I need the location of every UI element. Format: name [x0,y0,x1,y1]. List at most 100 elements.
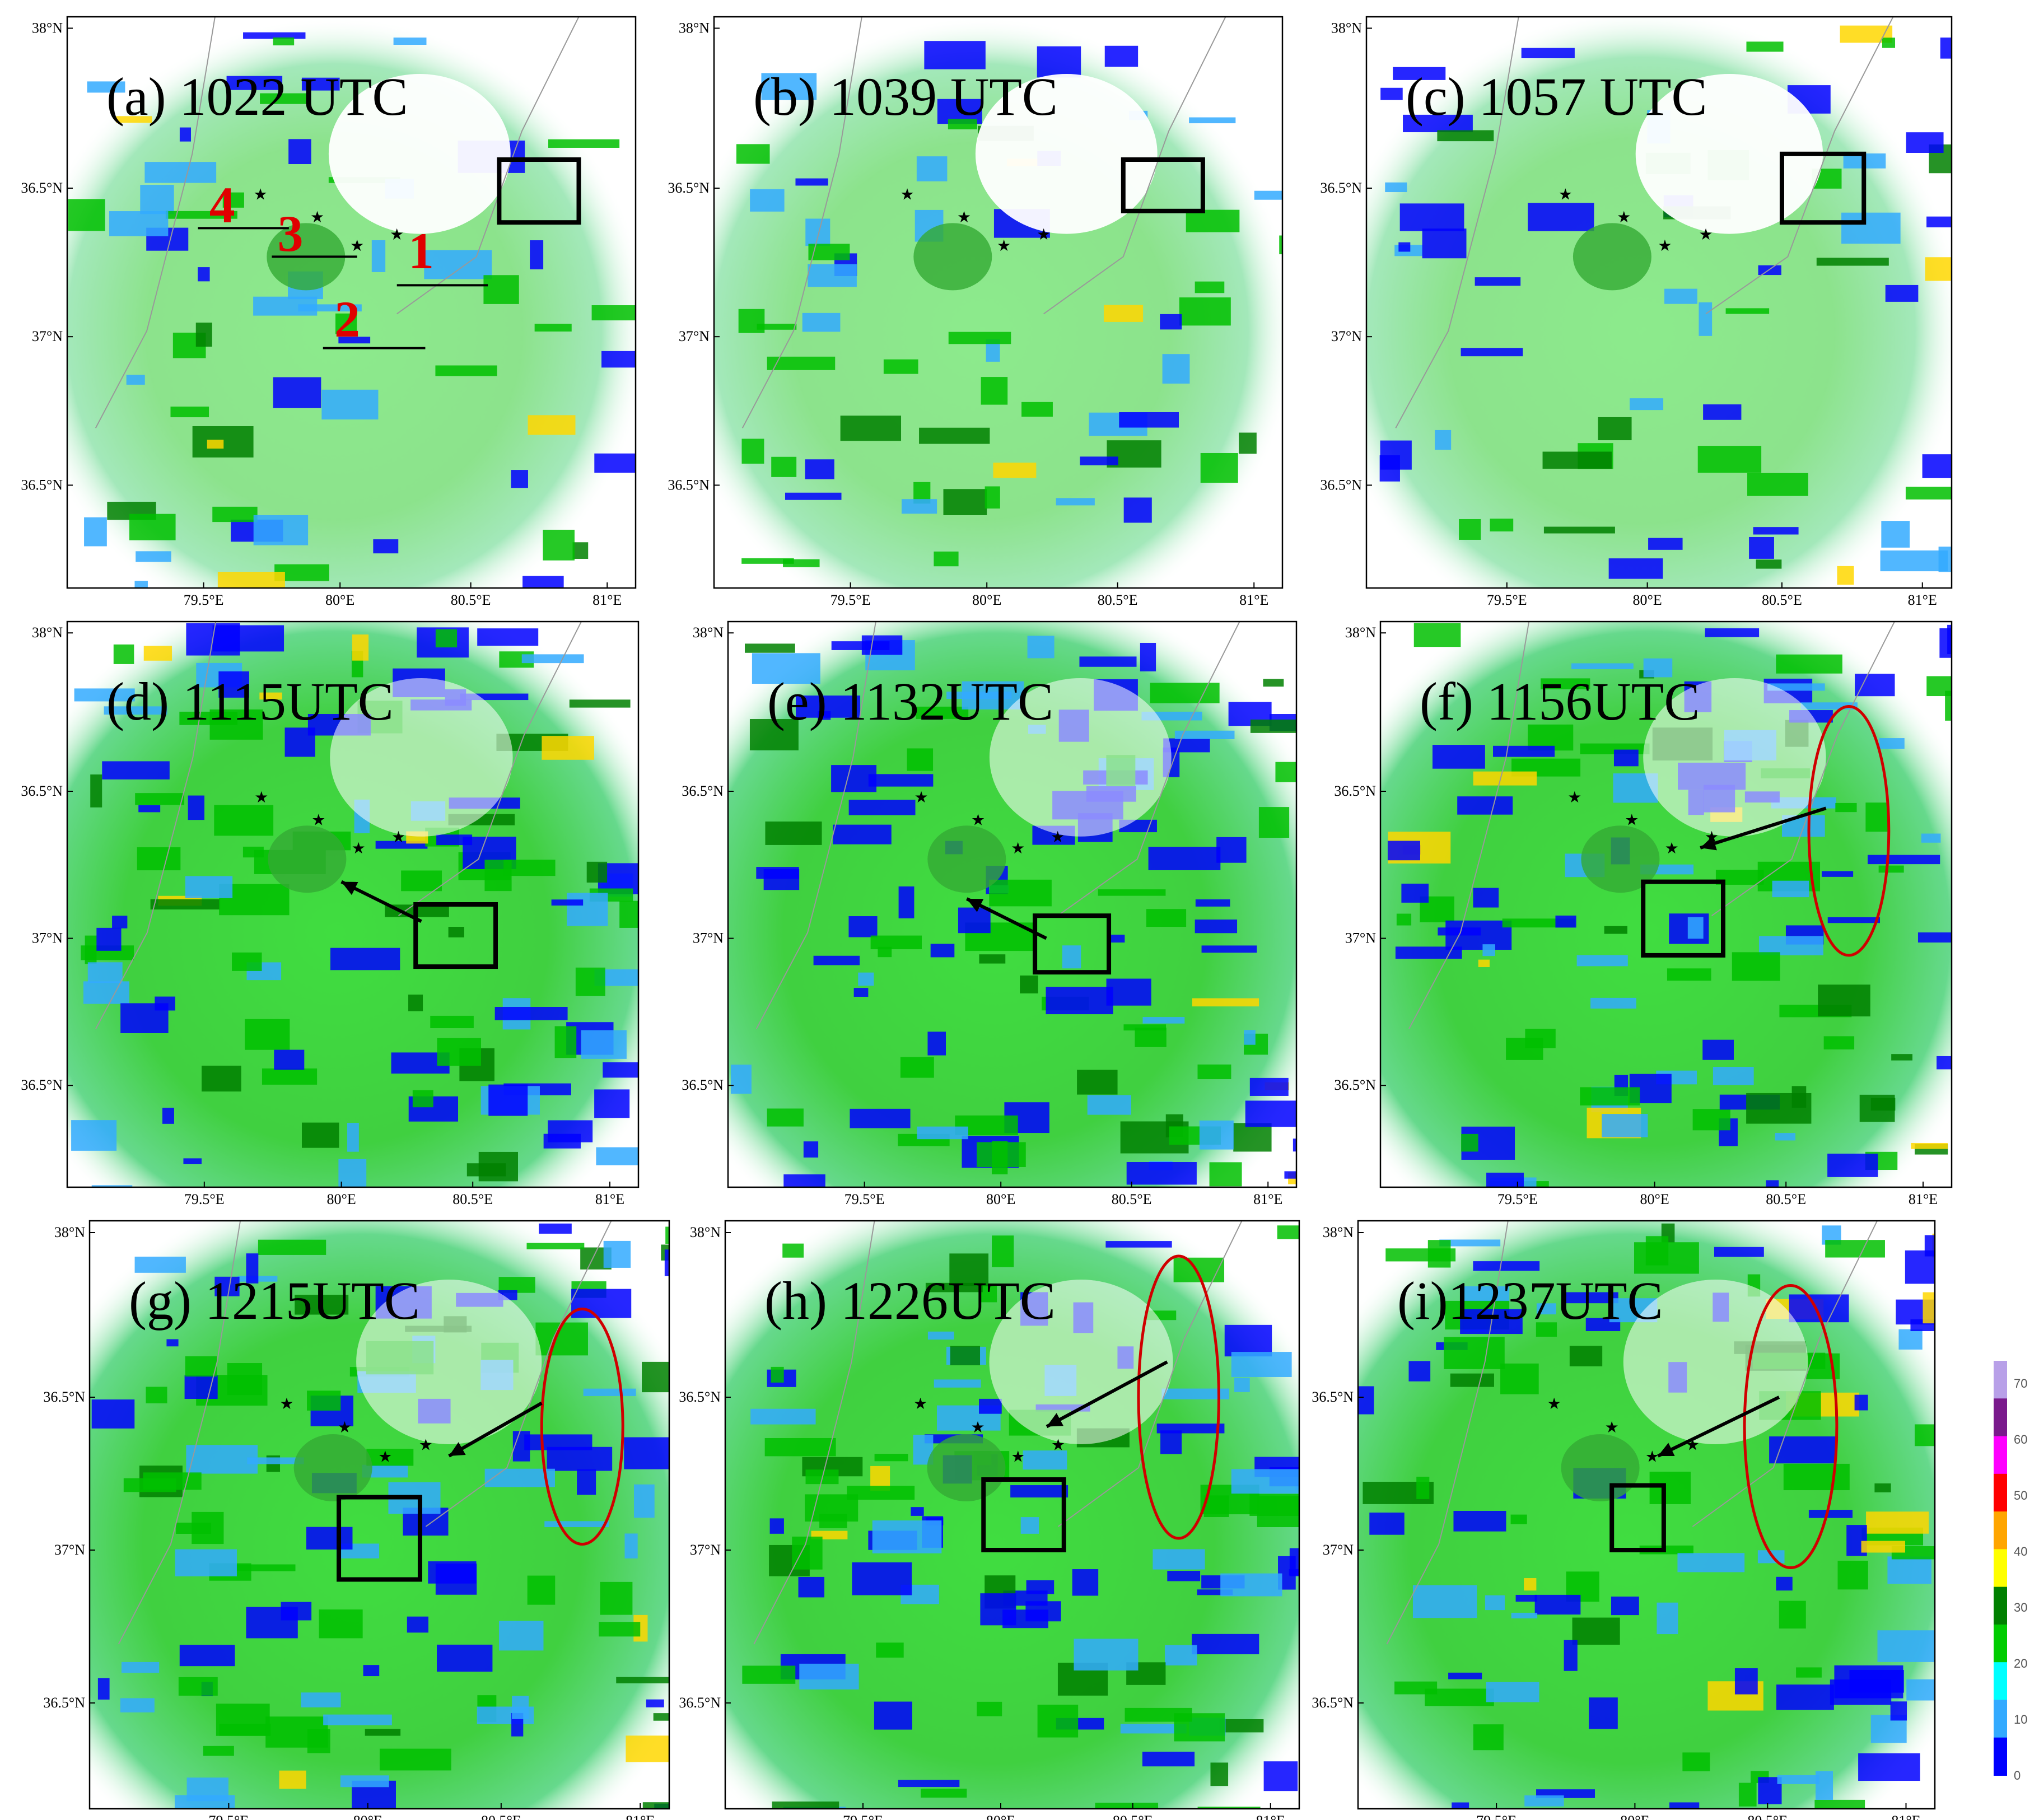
panel-frame [1365,16,1953,589]
convection-box [337,1495,422,1582]
motion-arrow [1046,1360,1168,1429]
cross-section-label: 4 [209,176,235,234]
panel-frame [66,16,637,589]
lon-tick: 80.5°E [481,1813,521,1820]
arrow-head [967,898,984,912]
convection-box [1121,157,1205,213]
lat-tick: 37°N [32,328,63,344]
colorbar: 70 60 50 40 30 20 10 0 [1994,1361,2027,1782]
lat-tick: 38°N [693,624,724,641]
lon-tick: 81°E [1253,1191,1282,1207]
panel-title: (f) 1156UTC [1420,671,1700,731]
cross-section-label: 1 [408,222,434,279]
convection-box [1033,913,1112,975]
lat-tick: 36.5°N [1312,1389,1354,1405]
panel-title: (e) 1132UTC [767,671,1053,731]
panel-title: (c) 1057 UTC [1406,67,1707,127]
lon-tick: 81°E [1891,1813,1920,1820]
svg-text:★: ★ [971,812,985,829]
motion-arrow [1700,806,1827,850]
colorbar-tick: 30 [2014,1600,2027,1614]
lat-tick: 36.5°N [43,1695,85,1711]
arrow-head [1700,836,1717,851]
colorbar-cell [1994,1398,2007,1437]
colorbar-tick: 10 [2014,1712,2027,1726]
svg-text:★: ★ [1567,789,1581,806]
panel-title: (i)1237UTC [1397,1271,1663,1331]
storm-ellipse [540,1308,624,1546]
svg-text:★: ★ [1617,209,1631,226]
lon-tick: 79.5°E [843,1813,883,1820]
lon-tick: 79.5°E [844,1191,885,1207]
colorbar-cell [1994,1473,2007,1513]
lat-tick: 36.5°N [43,1389,85,1405]
radar-panel: ★ ★ ★ ★ (h) 1226UTC 38°N 36.5°N 37°N 36.5°N 79.5°… [679,1220,1300,1820]
radar-panel: ★ ★ ★ ★ (a) 1022 UTC 38°N 36.5°N 37°N 36.5°N 79.5… [21,16,637,608]
lat-tick: 38°N [690,1224,721,1240]
lat-tick: 36.5°N [21,180,63,196]
svg-text:★: ★ [279,1396,293,1413]
svg-text:★: ★ [419,1437,433,1454]
lon-tick: 80°E [1640,1191,1669,1207]
convection-box [497,157,581,225]
lon-tick: 80°E [353,1813,382,1820]
convection-box [1609,1483,1666,1552]
svg-text:★: ★ [1658,237,1672,255]
panel-frame [724,1220,1300,1810]
cross-section-label: 2 [334,291,360,348]
radar-panel: ★★★★(f) 1156UTC38°N36.5°N37°N36.5°N79.5°… [1334,620,1953,1207]
arrow-head [341,881,358,895]
svg-text:★: ★ [391,829,405,846]
lon-tick: 80°E [986,1813,1015,1820]
convection-box [1779,151,1867,225]
svg-text:★: ★ [1605,1419,1619,1436]
svg-text:★: ★ [311,812,325,829]
colorbar-tick: 20 [2014,1656,2027,1670]
colorbar-cell [1994,1624,2007,1663]
convection-box [1641,879,1725,958]
radar-panel: ★ ★ ★ ★ (e) 1132UTC 38°N 36.5°N 37°N 36.5°N 79.5°… [682,620,1298,1207]
arrow-head [449,1442,466,1456]
panel-frame [1357,1220,1936,1810]
lon-tick: 79.5°E [184,1191,225,1207]
lon-tick: 81°E [592,592,622,608]
lat-tick: 37°N [1331,328,1362,344]
panel-title: (a) 1022 UTC [106,67,408,127]
lon-tick: 80°E [1620,1813,1649,1820]
colorbar-cell [1994,1700,2007,1738]
radar-panel: ★ ★ ★ ★ (d) 1115UTC 38°N 36.5°N 37°N 36.5°N 79.5°… [21,620,640,1207]
svg-text:★: ★ [1051,829,1065,846]
svg-text:★: ★ [1011,840,1025,857]
colorbar-cell [1994,1737,2007,1776]
lon-tick: 80.5°E [1747,1813,1788,1820]
radar-panel: ★ ★ ★ ★ (c) 1057 UTC 38°N 36.5°N 37°N 36.5°N 79.5… [1320,16,1953,608]
svg-text:★: ★ [338,1419,352,1436]
lat-tick: 37°N [54,1542,85,1558]
radar-panel: ★ ★ ★ ★ (b) 1039 UTC 38°N 36.5°N 37°N 36.5°N 79.5… [668,16,1284,608]
lat-tick: 38°N [679,20,710,36]
svg-text:★: ★ [1037,226,1051,244]
panel-frame [713,16,1284,589]
lon-tick: 81°E [626,1813,655,1820]
lon-tick: 79.5°E [830,592,871,608]
lon-tick: 79.5°E [184,592,224,608]
svg-text:★: ★ [1699,226,1713,244]
svg-text:★: ★ [1547,1396,1561,1413]
svg-text:★: ★ [390,226,404,244]
panel-title: (h) 1226UTC [764,1271,1056,1331]
lon-tick: 79.5°E [1497,1191,1538,1207]
storm-ellipse [1743,1284,1839,1569]
svg-text:★: ★ [913,1396,927,1413]
panel-title: (b) 1039 UTC [753,67,1058,127]
svg-text:★: ★ [970,1419,984,1436]
colorbar-tick: 0 [2014,1768,2021,1782]
colorbar-cell [1994,1549,2007,1588]
colorbar-cell [1994,1436,2007,1474]
motion-arrow [1657,1396,1780,1458]
convection-box [413,902,498,969]
lat-tick: 36.5°N [682,1077,724,1093]
svg-text:★: ★ [1625,812,1639,829]
lat-tick: 37°N [693,930,724,946]
lon-tick: 81°E [1256,1813,1285,1820]
lat-tick: 36.5°N [21,1077,63,1093]
